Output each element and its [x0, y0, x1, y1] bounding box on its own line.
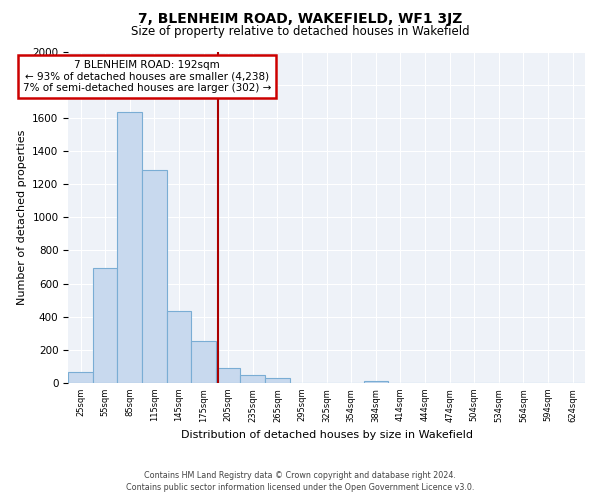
- Bar: [241, 374, 265, 383]
- Bar: [118, 112, 142, 383]
- Bar: [216, 368, 241, 383]
- X-axis label: Distribution of detached houses by size in Wakefield: Distribution of detached houses by size …: [181, 430, 473, 440]
- Y-axis label: Number of detached properties: Number of detached properties: [17, 130, 26, 305]
- Text: 7 BLENHEIM ROAD: 192sqm
← 93% of detached houses are smaller (4,238)
7% of semi-: 7 BLENHEIM ROAD: 192sqm ← 93% of detache…: [23, 60, 271, 93]
- Bar: [265, 378, 290, 383]
- Bar: [68, 372, 93, 383]
- Bar: [191, 341, 216, 383]
- Text: Contains HM Land Registry data © Crown copyright and database right 2024.
Contai: Contains HM Land Registry data © Crown c…: [126, 471, 474, 492]
- Text: Size of property relative to detached houses in Wakefield: Size of property relative to detached ho…: [131, 25, 469, 38]
- Text: 7, BLENHEIM ROAD, WAKEFIELD, WF1 3JZ: 7, BLENHEIM ROAD, WAKEFIELD, WF1 3JZ: [138, 12, 462, 26]
- Bar: [93, 268, 118, 383]
- Bar: [364, 381, 388, 383]
- Bar: [142, 170, 167, 383]
- Bar: [167, 312, 191, 383]
